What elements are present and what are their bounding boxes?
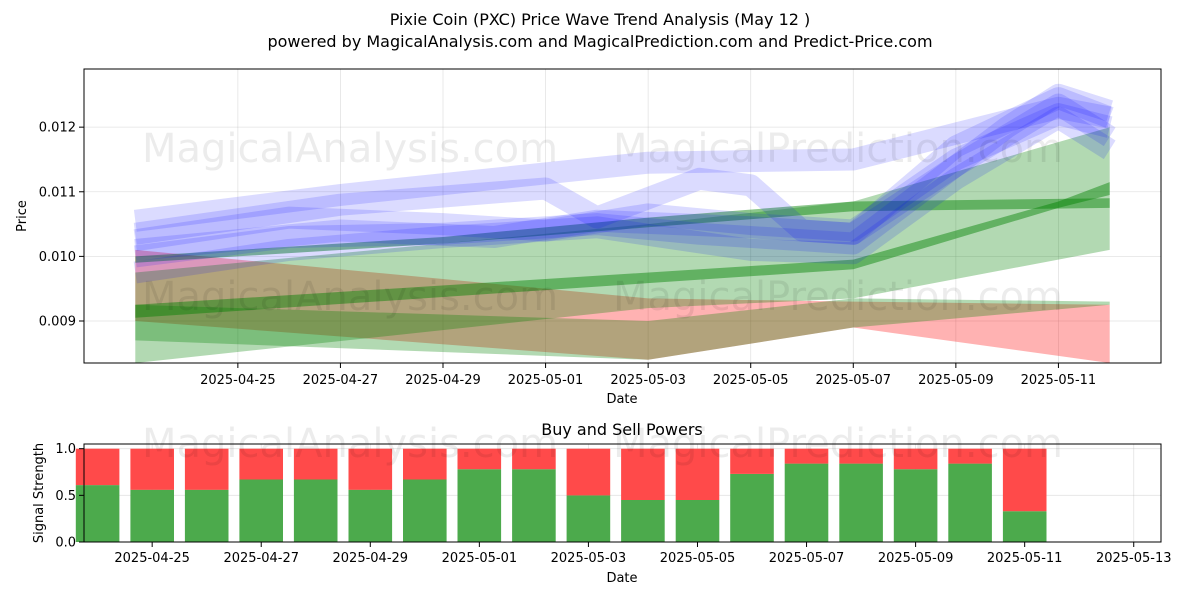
price-y-tick-label: 0.012 xyxy=(39,121,76,136)
price-band-green-2 xyxy=(135,298,1110,360)
price-wave-line-1 xyxy=(133,103,1113,252)
price-x-axis: 2025-04-25 2025-04-27 2025-04-29 2025-05-01… xyxy=(200,363,1096,388)
buy-bar xyxy=(675,500,720,542)
price-grid xyxy=(84,69,1161,363)
buy-bar xyxy=(403,479,447,542)
buy-bar xyxy=(784,463,829,542)
price-band-green-4 xyxy=(135,198,1110,263)
powers-y-tick-label: 1.0 xyxy=(55,442,76,457)
powers-x-tick-label: 2025-05-13 xyxy=(1096,551,1172,566)
powers-x-tick-label: 2025-05-03 xyxy=(551,551,627,566)
price-x-tick-label: 2025-05-09 xyxy=(918,373,994,388)
powers-y-label: Signal Strength xyxy=(32,443,47,543)
price-x-tick-label: 2025-04-27 xyxy=(303,373,379,388)
sell-bar xyxy=(948,448,992,464)
price-wave-line-3 xyxy=(133,87,1114,245)
price-bands xyxy=(135,127,1110,363)
buy-bar xyxy=(293,479,338,542)
powers-y-tick-label: 0.0 xyxy=(55,536,76,551)
chart-subtitle: powered by MagicalAnalysis.com and Magic… xyxy=(267,32,932,51)
buy-bar xyxy=(893,469,938,542)
price-plot-frame xyxy=(83,68,1162,364)
chart-title: Pixie Coin (PXC) Price Wave Trend Analys… xyxy=(390,10,811,29)
price-y-tick-label: 0.009 xyxy=(39,315,76,330)
price-y-axis: 0.009 0.010 0.011 0.012 xyxy=(39,121,84,330)
price-x-label: Date xyxy=(606,392,637,407)
buy-bar xyxy=(948,463,992,542)
buy-bar xyxy=(75,485,120,542)
buy-bar xyxy=(512,469,556,542)
powers-x-tick-label: 2025-05-05 xyxy=(660,551,736,566)
powers-x-tick-label: 2025-05-01 xyxy=(442,551,518,566)
buy-bar xyxy=(839,463,883,542)
price-wave-line-4 xyxy=(134,93,1116,261)
powers-title: Buy and Sell Powers xyxy=(541,420,703,439)
sell-bar xyxy=(839,448,883,464)
powers-bars xyxy=(75,448,1047,542)
powers-x-axis: 2025-04-25 2025-04-27 2025-04-29 2025-05-01… xyxy=(114,542,1172,566)
powers-y-axis: 0.0 0.5 1.0 xyxy=(55,442,84,551)
price-x-tick-label: 2025-05-07 xyxy=(816,373,892,388)
price-band-red-0 xyxy=(135,249,1110,363)
buy-bar xyxy=(621,500,665,542)
sell-bar xyxy=(730,448,774,474)
sell-bar xyxy=(130,448,174,490)
price-y-tick-label: 0.010 xyxy=(39,250,76,265)
watermark-prediction-top: MagicalPrediction.com xyxy=(613,126,1063,172)
sell-bar xyxy=(621,448,665,500)
sell-bar xyxy=(566,448,611,496)
price-band-green-3 xyxy=(135,182,1110,318)
sell-bar xyxy=(184,448,229,490)
watermark-prediction-mid: MagicalPrediction.com xyxy=(613,274,1063,320)
powers-plot-frame xyxy=(83,443,1162,543)
sell-bar xyxy=(348,448,393,490)
sell-bar xyxy=(75,448,120,486)
sell-bar xyxy=(403,448,447,480)
price-wave-lines xyxy=(133,83,1116,284)
powers-x-tick-label: 2025-04-29 xyxy=(333,551,409,566)
price-y-tick-label: 0.011 xyxy=(39,185,76,200)
price-wave-line-5 xyxy=(133,106,1116,284)
buy-bar xyxy=(1002,511,1047,542)
watermark-analysis-mid: MagicalAnalysis.com xyxy=(142,274,558,320)
sell-bar xyxy=(784,448,829,464)
buy-bar xyxy=(130,489,174,542)
sell-bar xyxy=(239,448,283,480)
buy-bar xyxy=(730,473,774,542)
buy-bar xyxy=(239,479,283,542)
price-x-tick-label: 2025-05-01 xyxy=(508,373,584,388)
sell-bar xyxy=(1002,448,1047,512)
powers-y-tick-label: 0.5 xyxy=(55,489,76,504)
sell-bar xyxy=(675,448,720,500)
powers-x-tick-label: 2025-04-27 xyxy=(223,551,299,566)
sell-bar xyxy=(893,448,938,470)
price-x-tick-label: 2025-05-11 xyxy=(1021,373,1097,388)
sell-bar xyxy=(457,448,502,470)
powers-x-tick-label: 2025-04-25 xyxy=(114,551,190,566)
price-x-tick-label: 2025-05-05 xyxy=(713,373,789,388)
price-y-label: Price xyxy=(15,200,30,232)
sell-bar xyxy=(293,448,338,480)
price-x-tick-label: 2025-05-03 xyxy=(610,373,686,388)
sell-bar xyxy=(512,448,556,470)
powers-x-tick-label: 2025-05-09 xyxy=(878,551,954,566)
powers-x-label: Date xyxy=(606,571,637,586)
price-band-green-1 xyxy=(135,127,1110,363)
powers-x-tick-label: 2025-05-07 xyxy=(769,551,845,566)
price-wave-line-2 xyxy=(133,83,1114,268)
watermark-analysis-top: MagicalAnalysis.com xyxy=(142,126,558,172)
powers-x-tick-label: 2025-05-11 xyxy=(987,551,1063,566)
buy-bar xyxy=(348,489,393,542)
price-x-tick-label: 2025-04-25 xyxy=(200,373,276,388)
buy-bar xyxy=(457,469,502,542)
buy-bar xyxy=(184,489,229,542)
price-wave-line-0 xyxy=(133,96,1112,232)
price-x-tick-label: 2025-04-29 xyxy=(405,373,481,388)
buy-bar xyxy=(566,495,611,542)
